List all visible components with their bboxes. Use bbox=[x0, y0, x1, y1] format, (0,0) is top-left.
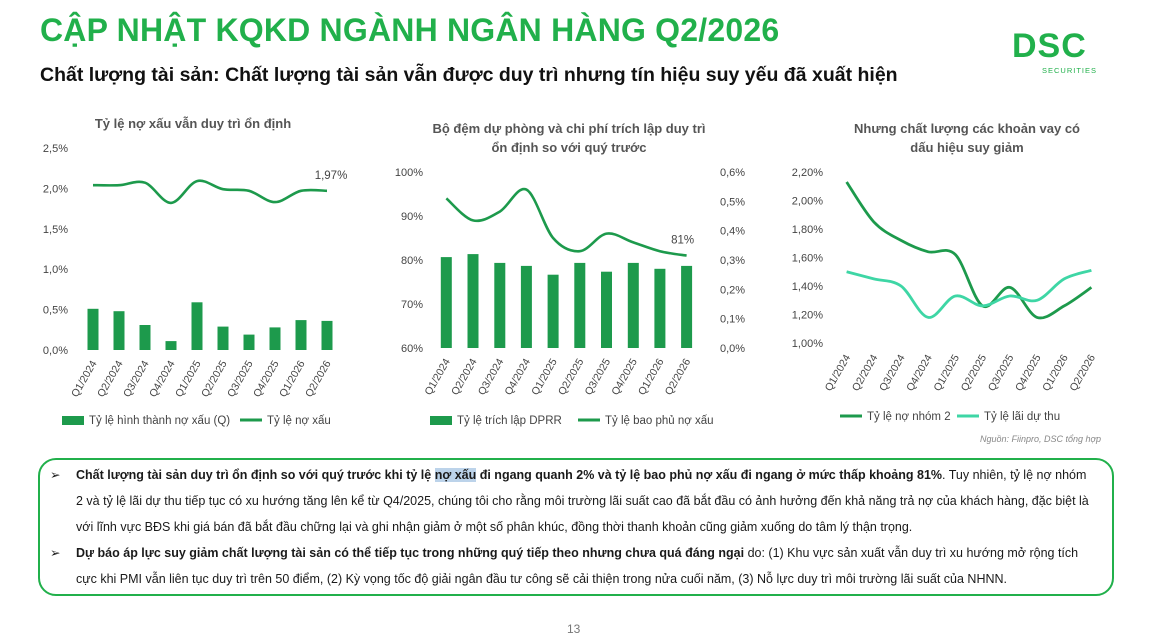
bar bbox=[165, 341, 177, 350]
y-tick-label: 1,80% bbox=[792, 224, 823, 236]
x-tick-label: Q1/2024 bbox=[823, 352, 854, 393]
x-tick-label: Q2/2026 bbox=[663, 356, 694, 397]
x-tick-label: Q2/2024 bbox=[850, 352, 881, 393]
bar bbox=[574, 262, 586, 348]
commentary-paragraph-2: Dự báo áp lực suy giảm chất lượng tài sả… bbox=[76, 540, 1096, 592]
y-tick-label-left: 80% bbox=[401, 255, 423, 267]
data-label: 1,97% bbox=[315, 170, 348, 182]
bar bbox=[243, 334, 255, 350]
legend-label: Tỷ lệ lãi dự thu bbox=[984, 411, 1060, 423]
bar bbox=[87, 308, 99, 350]
page-title: CẬP NHẬT KQKD NGÀNH NGÂN HÀNG Q2/2026 bbox=[40, 12, 780, 48]
y-tick-label: 1,20% bbox=[792, 310, 823, 322]
x-tick-label: Q1/2026 bbox=[1040, 352, 1071, 393]
bar bbox=[654, 268, 666, 348]
bar bbox=[217, 326, 229, 350]
bar bbox=[295, 320, 307, 350]
p1-text: . Tuy nhiên, tỷ lệ nợ nhóm 2 và tỷ lệ lã… bbox=[76, 468, 1089, 534]
p2-text: do: (1) Khu vực sản xuất vẫn duy trì xu … bbox=[76, 546, 1079, 586]
legend-label: Tỷ lệ nợ xấu bbox=[267, 415, 331, 427]
chart-title: dấu hiệu suy giảm bbox=[910, 140, 1023, 155]
bar bbox=[113, 311, 125, 350]
chart-title: ổn định so với quý trước bbox=[491, 140, 646, 155]
legend-label: Tỷ lệ bao phủ nợ xấu bbox=[605, 415, 714, 427]
y-tick-label-left: 100% bbox=[395, 167, 423, 179]
y-tick-label: 1,00% bbox=[792, 338, 823, 350]
y-tick-label-left: 60% bbox=[401, 343, 423, 355]
x-tick-label: Q4/2025 bbox=[1013, 352, 1044, 393]
bar bbox=[627, 262, 639, 348]
line-series bbox=[846, 268, 1092, 319]
y-tick-label: 0,5% bbox=[43, 305, 68, 317]
y-tick-label-right: 0,3% bbox=[720, 255, 745, 267]
x-tick-label: Q4/2024 bbox=[904, 352, 935, 393]
bar bbox=[520, 265, 532, 348]
y-tick-label: 2,00% bbox=[792, 196, 823, 208]
y-tick-label: 1,40% bbox=[792, 281, 823, 293]
chart-provision-coverage: Bộ đệm dự phòng và chi phí trích lập duy… bbox=[395, 121, 745, 427]
line-series bbox=[445, 187, 687, 257]
logo-sub: SECURITIES bbox=[1042, 66, 1098, 75]
y-tick-label-right: 0,0% bbox=[720, 343, 745, 355]
page-number: 13 bbox=[567, 622, 581, 636]
dsc-logo: DSC SECURITIES bbox=[1012, 28, 1108, 78]
y-tick-label: 2,5% bbox=[43, 143, 68, 155]
chart-npl-ratio: Tỷ lệ nợ xấu vẫn duy trì ổn định 0,0% 0,5%… bbox=[43, 116, 348, 427]
y-tick-label-right: 0,1% bbox=[720, 314, 745, 326]
chart-title: Tỷ lệ nợ xấu vẫn duy trì ổn định bbox=[95, 116, 291, 131]
bar bbox=[467, 254, 479, 348]
legend-swatch bbox=[430, 416, 452, 425]
y-tick-label-right: 0,5% bbox=[720, 196, 745, 208]
p1-bold-a: Chất lượng tài sản duy trì ổn định so vớ… bbox=[76, 468, 435, 482]
data-label: 81% bbox=[671, 235, 694, 247]
bar bbox=[191, 302, 203, 350]
p2-bold: Dự báo áp lực suy giảm chất lượng tài sả… bbox=[76, 546, 745, 560]
chart-title: Nhưng chất lượng các khoản vay có bbox=[854, 121, 1080, 136]
x-tick-label: Q3/2025 bbox=[986, 352, 1017, 393]
legend-label: Tỷ lệ hình thành nợ xấu (Q) bbox=[89, 415, 230, 427]
x-tick-label: Q3/2024 bbox=[877, 352, 908, 393]
logo-word: DSC bbox=[1012, 27, 1087, 65]
bar bbox=[681, 265, 693, 348]
page-subtitle: Chất lượng tài sản: Chất lượng tài sản v… bbox=[40, 64, 898, 86]
legend-label: Tỷ lệ nợ nhóm 2 bbox=[867, 411, 951, 423]
bullet-icon: ➢ bbox=[50, 546, 61, 560]
y-tick-label-right: 0,6% bbox=[720, 167, 745, 179]
chart-title: Bộ đệm dự phòng và chi phí trích lập duy… bbox=[432, 121, 705, 136]
x-tick-label: Q2/2026 bbox=[1067, 352, 1098, 393]
legend-label: Tỷ lệ trích lập DPRR bbox=[457, 415, 562, 427]
bar bbox=[139, 325, 151, 350]
y-tick-label: 1,5% bbox=[43, 224, 68, 236]
y-tick-label-right: 0,4% bbox=[720, 226, 745, 238]
bar bbox=[440, 257, 452, 348]
x-tick-label: Q2/2026 bbox=[303, 358, 334, 399]
bar bbox=[321, 320, 333, 350]
y-tick-label-left: 70% bbox=[401, 299, 423, 311]
bullet-icon: ➢ bbox=[50, 468, 61, 482]
bar bbox=[601, 271, 612, 348]
bar bbox=[547, 274, 559, 348]
y-tick-label: 2,0% bbox=[43, 183, 68, 195]
line-series bbox=[92, 179, 328, 205]
legend-swatch bbox=[62, 416, 84, 425]
commentary-paragraph-1: Chất lượng tài sản duy trì ổn định so vớ… bbox=[76, 462, 1096, 540]
y-tick-label: 2,20% bbox=[792, 167, 823, 179]
p1-highlight: nợ xấu bbox=[434, 468, 477, 482]
bar bbox=[269, 327, 281, 350]
source-note: Nguồn: Fiinpro, DSC tổng hợp bbox=[980, 434, 1102, 444]
y-tick-label-right: 0,2% bbox=[720, 284, 745, 296]
bar bbox=[494, 262, 506, 348]
chart-loan-quality: Nhưng chất lượng các khoản vay có dấu hiệ… bbox=[792, 121, 1098, 423]
y-tick-label: 1,60% bbox=[792, 253, 823, 265]
p1-bold-b: đi ngang quanh 2% và tỷ lệ bao phủ nợ xấ… bbox=[476, 468, 943, 482]
x-tick-label: Q2/2025 bbox=[959, 352, 990, 393]
line-series bbox=[845, 181, 1093, 320]
y-tick-label: 1,0% bbox=[43, 264, 68, 276]
y-tick-label: 0,0% bbox=[43, 345, 68, 357]
commentary-box: ➢ Chất lượng tài sản duy trì ổn định so … bbox=[38, 458, 1114, 596]
x-tick-label: Q1/2025 bbox=[931, 352, 962, 393]
y-tick-label-left: 90% bbox=[401, 211, 423, 223]
